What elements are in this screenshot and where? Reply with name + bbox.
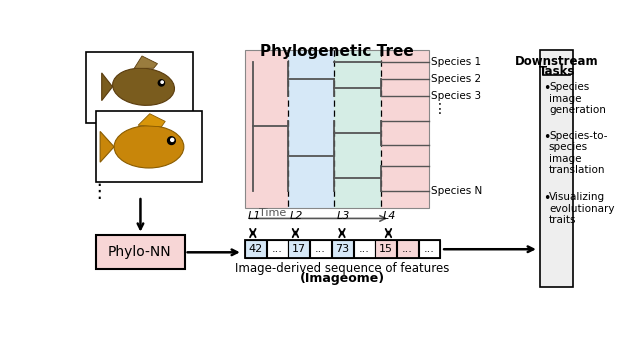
Text: •: • — [543, 192, 551, 205]
Polygon shape — [102, 73, 113, 101]
Ellipse shape — [113, 68, 175, 105]
Circle shape — [171, 138, 174, 141]
Text: ⋮: ⋮ — [90, 182, 109, 201]
Bar — [245, 50, 288, 209]
Bar — [375, 240, 396, 259]
Text: Species N: Species N — [431, 186, 483, 196]
Bar — [245, 50, 429, 209]
Text: •: • — [543, 131, 551, 144]
Bar — [381, 50, 429, 209]
Text: 42: 42 — [248, 244, 262, 254]
Bar — [267, 240, 288, 259]
Text: 15: 15 — [379, 244, 393, 254]
Bar — [95, 112, 202, 182]
Text: Downstream: Downstream — [515, 55, 598, 68]
Text: ⋮: ⋮ — [433, 102, 447, 116]
Text: Species-to-
species
image
translation: Species-to- species image translation — [549, 131, 607, 175]
Bar — [332, 240, 353, 259]
Circle shape — [161, 81, 163, 83]
Text: Species 2: Species 2 — [431, 74, 481, 84]
Text: L2: L2 — [290, 212, 303, 221]
Bar — [95, 235, 184, 269]
Text: (Imageome): (Imageome) — [300, 271, 385, 285]
Bar — [289, 240, 309, 259]
Ellipse shape — [114, 126, 184, 168]
Bar — [540, 50, 573, 287]
Text: Visualizing
evolutionary
traits: Visualizing evolutionary traits — [549, 192, 614, 225]
Bar — [86, 52, 193, 123]
Text: ...: ... — [402, 244, 413, 254]
Text: Phylogenetic Tree: Phylogenetic Tree — [260, 44, 414, 59]
Polygon shape — [100, 131, 114, 162]
Text: ...: ... — [272, 244, 283, 254]
Bar — [334, 50, 381, 209]
Polygon shape — [138, 114, 165, 127]
Bar — [419, 240, 440, 259]
Text: Image-derived sequence of features: Image-derived sequence of features — [235, 262, 449, 275]
Text: L3: L3 — [337, 212, 350, 221]
Text: •: • — [543, 82, 551, 95]
Text: ...: ... — [316, 244, 326, 254]
Text: Phylo-NN: Phylo-NN — [108, 245, 172, 259]
Text: Species
image
generation: Species image generation — [549, 82, 605, 115]
Circle shape — [158, 80, 164, 86]
Text: 73: 73 — [335, 244, 349, 254]
Bar — [245, 240, 266, 259]
Text: ...: ... — [358, 244, 369, 254]
Text: Species 3: Species 3 — [431, 91, 481, 101]
Bar — [245, 240, 440, 259]
Text: Tasks: Tasks — [538, 65, 575, 78]
Bar — [288, 50, 334, 209]
Polygon shape — [134, 56, 157, 68]
Text: L1: L1 — [248, 212, 260, 221]
Text: ...: ... — [424, 244, 435, 254]
Bar — [353, 240, 374, 259]
Bar — [397, 240, 418, 259]
Text: Time: Time — [259, 208, 286, 218]
Circle shape — [168, 137, 175, 145]
Bar — [310, 240, 331, 259]
Text: L4: L4 — [383, 212, 396, 221]
Text: 17: 17 — [292, 244, 306, 254]
Text: Species 1: Species 1 — [431, 57, 481, 67]
